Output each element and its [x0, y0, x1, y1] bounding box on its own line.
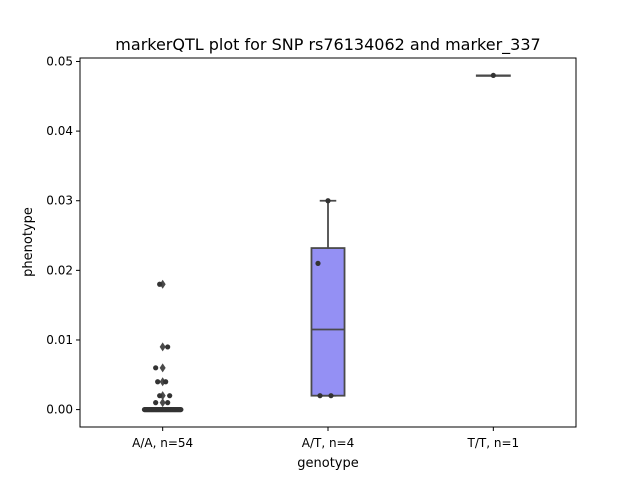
strip-points — [490, 72, 496, 79]
data-point — [163, 379, 169, 385]
y-tick-label: 0.02 — [46, 263, 73, 277]
data-point — [155, 379, 161, 385]
outlier-marker — [159, 398, 166, 408]
data-point — [328, 393, 334, 399]
strip-points — [141, 281, 184, 413]
data-point — [317, 393, 323, 399]
outlier-marker — [159, 377, 166, 387]
y-tick-label: 0.00 — [46, 403, 73, 417]
plot-area — [141, 72, 511, 413]
y-tick-label: 0.01 — [46, 333, 73, 347]
x-axis: A/A, n=54 A/T, n=4 T/T, n=1 — [132, 427, 519, 450]
y-tick-label: 0.03 — [46, 194, 73, 208]
y-axis-label: phenotype — [21, 207, 36, 277]
data-point — [157, 393, 163, 399]
data-point — [157, 281, 163, 287]
box-group — [310, 199, 346, 397]
chart-title: markerQTL plot for SNP rs76134062 and ma… — [115, 35, 540, 55]
y-axis: 0.00 0.01 0.02 0.03 0.04 0.05 — [46, 54, 80, 417]
x-tick-label: T/T, n=1 — [467, 436, 520, 450]
y-tick-label: 0.04 — [46, 124, 73, 138]
x-axis-label: genotype — [297, 456, 358, 471]
box-group — [145, 279, 181, 411]
data-point — [165, 400, 171, 406]
box — [310, 247, 346, 397]
strip-points — [315, 198, 334, 399]
y-tick-label: 0.05 — [46, 54, 73, 68]
outlier-marker — [159, 391, 166, 401]
data-point — [153, 365, 159, 371]
data-point — [315, 260, 321, 266]
data-point — [490, 72, 496, 79]
data-point — [178, 406, 184, 413]
outlier-marker — [159, 342, 166, 352]
x-tick-label: A/A, n=54 — [132, 436, 193, 450]
data-point — [153, 400, 159, 406]
x-tick-label: A/T, n=4 — [302, 436, 355, 450]
data-point — [167, 393, 173, 399]
outlier-marker — [159, 279, 166, 289]
data-point — [325, 198, 331, 204]
data-point — [165, 344, 171, 350]
outlier-marker — [159, 363, 166, 373]
